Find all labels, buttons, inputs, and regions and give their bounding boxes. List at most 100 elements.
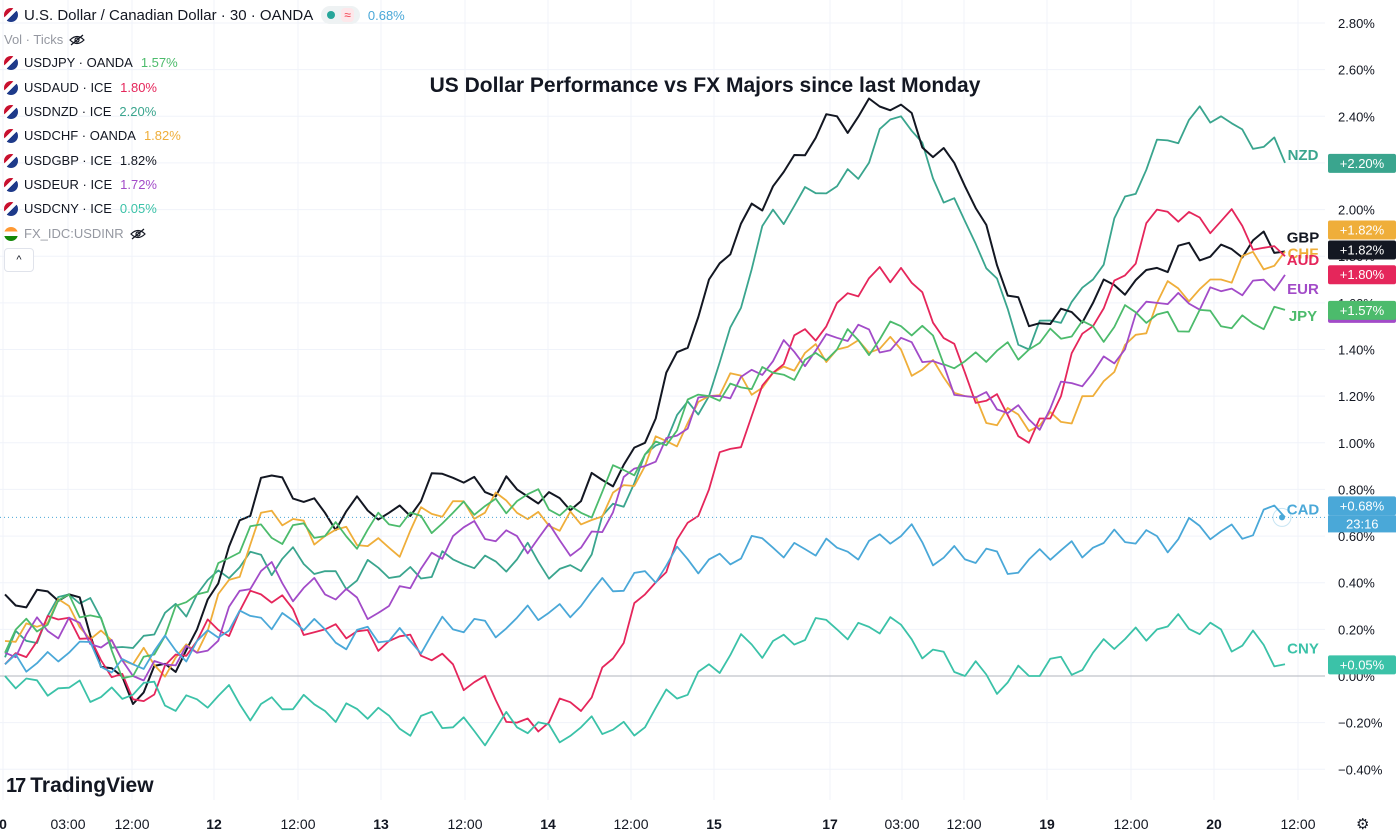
series-name-label: NZD [1288, 147, 1319, 164]
cad-pulse-ring [1272, 507, 1292, 527]
series-line-aud [4, 208, 1286, 733]
timer-badge-text: 23:16 [1346, 516, 1379, 531]
x-tick-label: 03:00 [884, 816, 919, 832]
flag-icon [4, 177, 18, 192]
flag-icon [4, 226, 18, 241]
y-tick-label: −0.40% [1338, 762, 1383, 777]
vol-label: Vol · Ticks [4, 32, 64, 47]
series-line-cad [4, 504, 1286, 674]
value-badge [1328, 265, 1396, 285]
y-tick-label: 2.40% [1338, 109, 1375, 124]
value-badge-text: +0.05% [1340, 657, 1385, 672]
x-tick-label: 12 [206, 816, 222, 832]
series-name-label: JPY [1289, 308, 1317, 325]
y-tick-label: 0.60% [1338, 529, 1375, 544]
x-tick-label: 13 [373, 816, 389, 832]
value-badge [1328, 220, 1396, 240]
chevron-up-icon: ^ [16, 254, 22, 266]
x-tick-label: 12:00 [280, 816, 315, 832]
cad-last-point [1279, 514, 1285, 521]
x-tick-label: 17 [822, 816, 838, 832]
x-tick-label: 12:00 [946, 816, 981, 832]
series-name-label: CNY [1287, 640, 1319, 657]
volume-indicator[interactable]: Vol · Ticks [4, 32, 86, 47]
y-tick-label: 0.40% [1338, 576, 1375, 591]
series-name-label: EUR [1287, 281, 1319, 298]
x-tick-label: 20 [1206, 816, 1222, 832]
value-badge [1328, 153, 1396, 173]
flag-icon [4, 128, 18, 143]
legend-row-6[interactable]: USDCNY · ICE 0.05% [4, 201, 157, 216]
tradingview-logo[interactable]: 17 TradingView [6, 774, 154, 798]
y-tick-label: 2.60% [1338, 63, 1375, 78]
collapse-legend-button[interactable]: ^ [4, 248, 34, 272]
flag-icon [4, 104, 18, 119]
x-tick-label: 15 [706, 816, 722, 832]
legend-symbol: USDNZD · ICE [24, 104, 112, 119]
value-badge-text: +1.80% [1340, 267, 1385, 282]
series-line-gbp [4, 97, 1286, 705]
series-name-label: CAD [1287, 501, 1320, 518]
legend-value: 1.82% [143, 128, 181, 143]
legend-row-1[interactable]: USDAUD · ICE 1.80% [4, 80, 157, 95]
legend-value: 1.57% [140, 55, 178, 70]
flag-icon [4, 201, 18, 216]
y-tick-label: 1.20% [1338, 389, 1375, 404]
legend-row-5[interactable]: USDEUR · ICE 1.72% [4, 177, 157, 192]
legend-symbol: USDJPY · OANDA [24, 55, 133, 70]
x-tick-label: 12:00 [1113, 816, 1148, 832]
value-badge-text: +1.82% [1340, 223, 1385, 238]
chart-title: US Dollar Performance vs FX Majors since… [429, 74, 981, 97]
legend-value: 2.20% [119, 104, 157, 119]
legend-value: 1.80% [120, 80, 157, 95]
legend-symbol: USDCHF · OANDA [24, 128, 136, 143]
legend-symbol: USDEUR · ICE [24, 177, 113, 192]
status-pill[interactable]: ≈ [321, 6, 360, 24]
legend-symbol: USDAUD · ICE [24, 80, 113, 95]
x-tick-label: 0 [0, 816, 7, 832]
series-name-label: AUD [1287, 252, 1320, 269]
legend-symbol: FX_IDC:USDINR [24, 226, 124, 241]
x-tick-label: 14 [540, 816, 556, 832]
timer-badge [1328, 515, 1396, 533]
y-tick-label: 0.80% [1338, 482, 1375, 497]
legend-row-3[interactable]: USDCHF · OANDA 1.82% [4, 128, 181, 143]
legend-symbol: USDGBP · ICE [24, 153, 112, 168]
value-badge-text: +2.20% [1340, 156, 1385, 171]
legend-row-7[interactable]: FX_IDC:USDINR [4, 226, 146, 241]
eye-hidden-icon[interactable] [69, 34, 86, 46]
x-tick-label: 12:00 [447, 816, 482, 832]
legend-value: 0.05% [119, 201, 157, 216]
usd-flag-icon [4, 8, 18, 22]
x-tick-label: 12:00 [114, 816, 149, 832]
series-line-cny [4, 613, 1286, 747]
flag-icon [4, 55, 18, 70]
y-tick-label: 2.00% [1338, 203, 1375, 218]
header-change: 0.68% [367, 7, 405, 23]
eye-hidden-icon[interactable] [129, 228, 146, 240]
value-badge [1328, 496, 1396, 516]
x-tick-label: 12:00 [1280, 816, 1315, 832]
wave-icon: ≈ [341, 8, 354, 22]
flag-icon [4, 80, 18, 95]
y-tick-label: 1.40% [1338, 343, 1375, 358]
legend-value: 1.72% [120, 177, 157, 192]
x-tick-label: 12:00 [613, 816, 648, 832]
legend-row-2[interactable]: USDNZD · ICE 2.20% [4, 104, 156, 119]
value-badge-text: +1.57% [1340, 303, 1385, 318]
logo-text: TradingView [30, 774, 154, 797]
value-badge [1328, 655, 1396, 675]
x-tick-label: 19 [1039, 816, 1055, 832]
flag-icon [4, 153, 18, 168]
market-open-dot-icon [327, 11, 336, 19]
series-line-jpy [4, 304, 1286, 680]
x-tick-label: 03:00 [50, 816, 85, 832]
legend-row-0[interactable]: USDJPY · OANDA 1.57% [4, 55, 178, 70]
settings-gear-icon[interactable]: ⚙ [1356, 816, 1370, 833]
symbol-header[interactable]: U.S. Dollar / Canadian Dollar · 30 · OAN… [4, 6, 405, 24]
legend-row-4[interactable]: USDGBP · ICE 1.82% [4, 153, 157, 168]
y-tick-label: 0.20% [1338, 622, 1375, 637]
legend-value: 1.82% [119, 153, 157, 168]
legend-symbol: USDCNY · ICE [24, 201, 112, 216]
